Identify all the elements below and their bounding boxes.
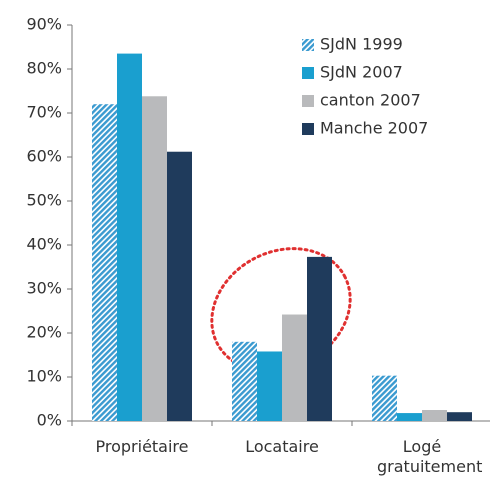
y-tick-label: 60% — [26, 147, 62, 166]
bar — [447, 412, 472, 421]
legend-label: canton 2007 — [320, 91, 421, 110]
bar — [117, 53, 142, 421]
bar — [232, 341, 257, 421]
legend-label: SJdN 1999 — [320, 35, 403, 54]
y-tick-label: 20% — [26, 323, 62, 342]
legend-label: SJdN 2007 — [320, 63, 403, 82]
y-tick-label: 10% — [26, 367, 62, 386]
x-tick-label: Logé gratuitement — [377, 437, 483, 476]
y-tick-label: 40% — [26, 235, 62, 254]
bar — [142, 96, 167, 421]
bar — [422, 410, 447, 421]
bar — [397, 413, 422, 421]
x-tick-label: Propriétaire — [95, 437, 189, 456]
bar — [372, 375, 397, 421]
y-tick-label: 90% — [26, 15, 62, 34]
y-tick-label: 30% — [26, 279, 62, 298]
legend-swatch — [302, 95, 314, 107]
y-tick-label: 0% — [37, 411, 62, 430]
y-tick-label: 70% — [26, 103, 62, 122]
bar — [167, 151, 192, 421]
bar — [257, 351, 282, 421]
x-tick-label: Locataire — [245, 437, 319, 456]
bar — [92, 104, 117, 421]
legend-label: Manche 2007 — [320, 119, 428, 138]
legend-swatch — [302, 39, 314, 51]
legend-swatch — [302, 123, 314, 135]
bar — [307, 256, 332, 421]
legend-swatch — [302, 67, 314, 79]
y-tick-label: 80% — [26, 59, 62, 78]
y-tick-label: 50% — [26, 191, 62, 210]
bar — [282, 314, 307, 421]
